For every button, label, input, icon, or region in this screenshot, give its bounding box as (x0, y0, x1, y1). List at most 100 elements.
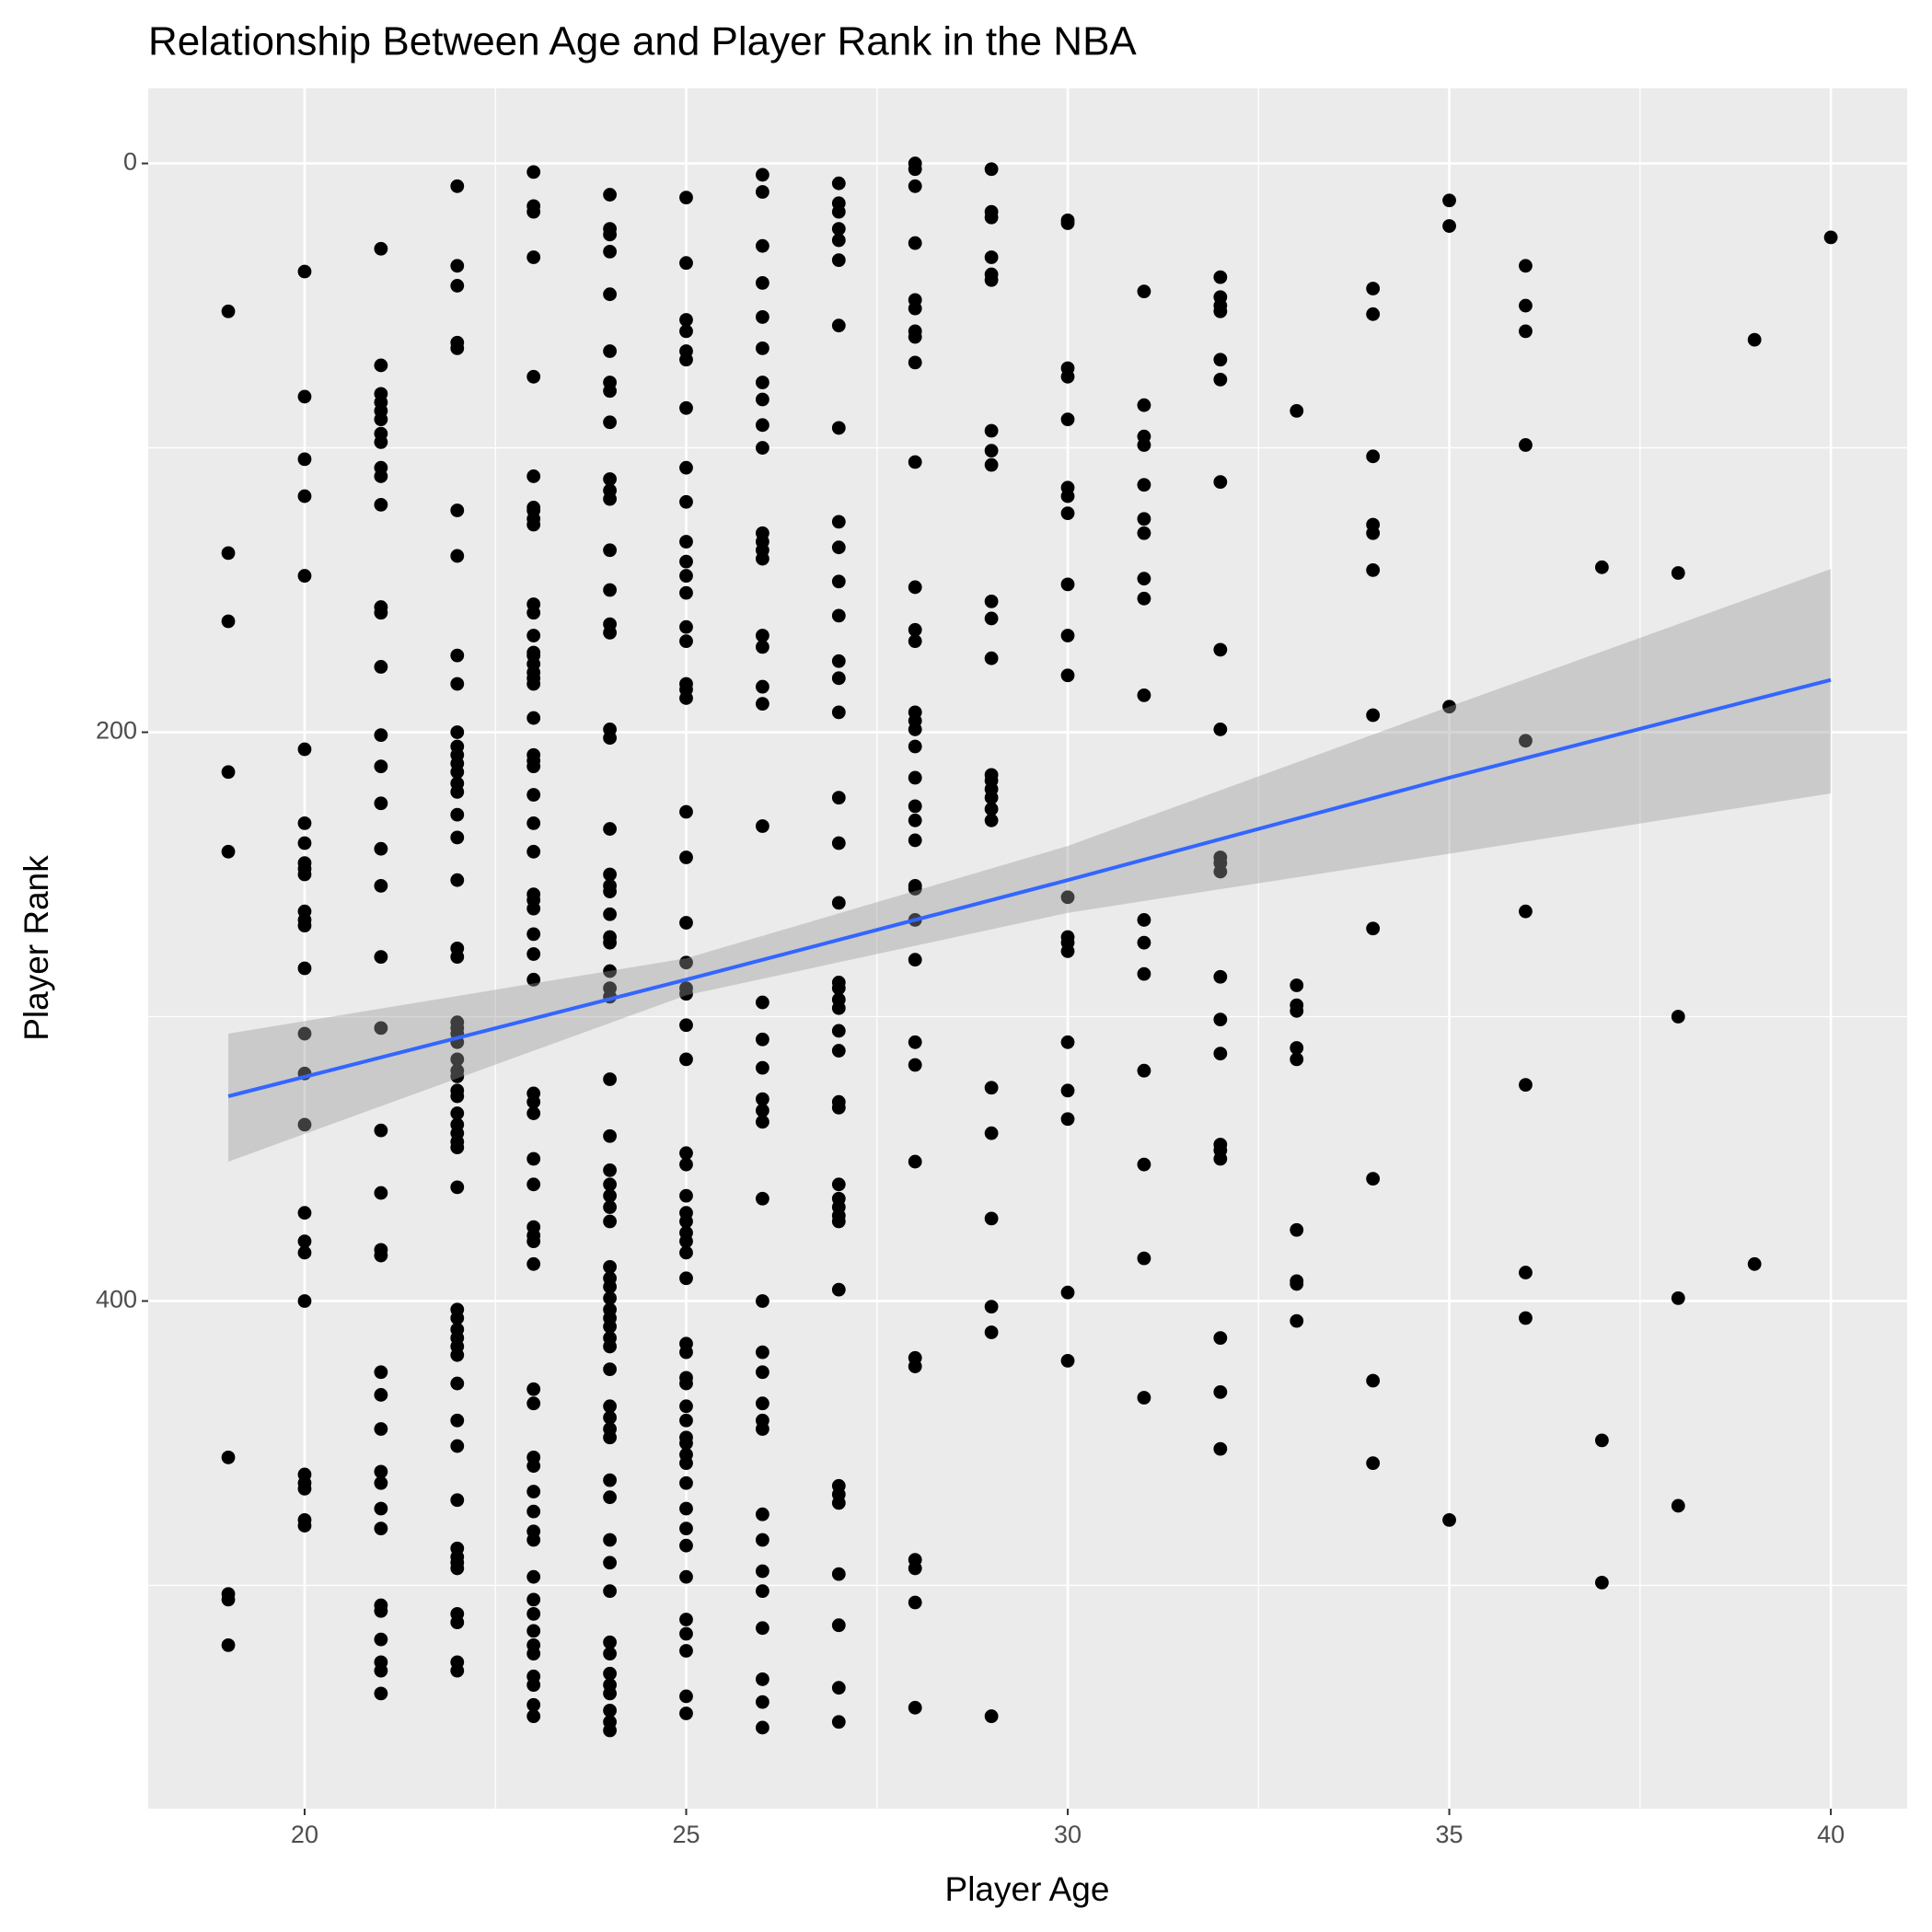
point (297, 452, 312, 467)
point (526, 1569, 541, 1584)
point (603, 935, 617, 950)
point (755, 185, 769, 199)
point (1442, 219, 1456, 233)
point (603, 1686, 617, 1701)
y-axis-title: Player Rank (17, 855, 55, 1041)
point (374, 1388, 388, 1402)
point (603, 822, 617, 836)
point (374, 1464, 388, 1479)
point (1213, 1151, 1228, 1166)
point (221, 844, 236, 859)
point (526, 165, 541, 179)
point (1213, 270, 1228, 284)
point (984, 1709, 999, 1723)
point (450, 1413, 465, 1428)
point (1519, 904, 1533, 919)
point (831, 540, 846, 555)
point (1137, 284, 1151, 299)
point (679, 1521, 693, 1536)
point (603, 1214, 617, 1229)
point (679, 313, 693, 327)
point (908, 1595, 922, 1610)
point (831, 253, 846, 268)
point (755, 1584, 769, 1599)
point (297, 1519, 312, 1533)
point (1366, 1373, 1381, 1388)
point (450, 677, 465, 691)
point (374, 1021, 388, 1035)
point (755, 341, 769, 355)
point (374, 1521, 388, 1536)
point (755, 1695, 769, 1709)
point (603, 472, 617, 486)
point (603, 964, 617, 978)
point (984, 594, 999, 608)
point (526, 1382, 541, 1396)
point (908, 179, 922, 193)
point (831, 1001, 846, 1015)
point (1213, 372, 1228, 387)
point (1060, 369, 1075, 384)
point (297, 1206, 312, 1221)
point (526, 369, 541, 384)
point (374, 841, 388, 856)
point (831, 1214, 846, 1229)
point (526, 1177, 541, 1192)
point (679, 1052, 693, 1067)
point (1671, 1290, 1685, 1305)
point (679, 460, 693, 475)
point (679, 1456, 693, 1470)
point (679, 324, 693, 339)
point (679, 1644, 693, 1658)
point (755, 1533, 769, 1547)
point (603, 1259, 617, 1274)
point (679, 554, 693, 569)
point (679, 691, 693, 705)
point (831, 791, 846, 804)
point (1060, 944, 1075, 958)
point (374, 1663, 388, 1678)
point (221, 1592, 236, 1607)
point (679, 569, 693, 583)
point (450, 1180, 465, 1195)
point (831, 1024, 846, 1038)
point (679, 1706, 693, 1720)
point (221, 304, 236, 318)
point (679, 955, 693, 970)
point (1594, 560, 1609, 574)
point (1366, 282, 1381, 295)
point (603, 244, 617, 259)
point (679, 1146, 693, 1161)
point (755, 418, 769, 433)
point (1519, 734, 1533, 748)
point (374, 1365, 388, 1380)
point (1290, 1313, 1304, 1328)
point (984, 1211, 999, 1226)
point (374, 759, 388, 774)
point (1060, 1112, 1075, 1127)
point (755, 1507, 769, 1521)
point (374, 1686, 388, 1701)
point (526, 1094, 541, 1109)
point (297, 961, 312, 976)
point (755, 697, 769, 711)
point (603, 227, 617, 242)
point (526, 1647, 541, 1661)
point (450, 1348, 465, 1362)
point (984, 272, 999, 287)
point (831, 1715, 846, 1730)
point (603, 1490, 617, 1505)
point (603, 384, 617, 399)
point (755, 629, 769, 642)
point (1594, 1575, 1609, 1590)
point (908, 1700, 922, 1715)
point (450, 549, 465, 563)
point (1213, 969, 1228, 984)
point (603, 1533, 617, 1547)
point (603, 907, 617, 921)
point (374, 241, 388, 256)
point (374, 1475, 388, 1490)
point (984, 813, 999, 827)
point (1519, 259, 1533, 273)
